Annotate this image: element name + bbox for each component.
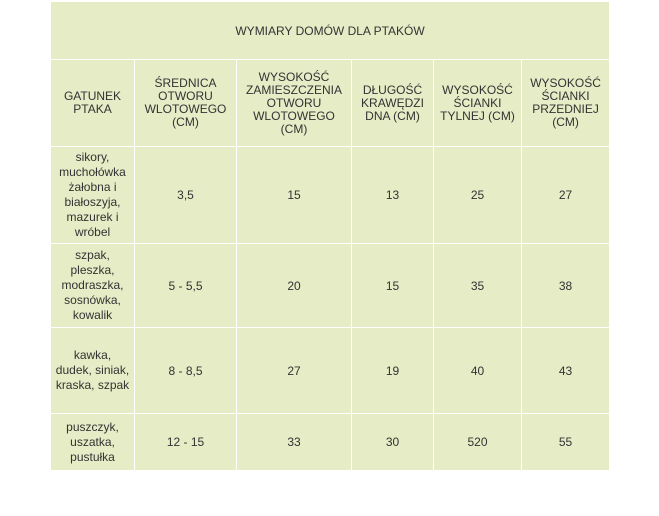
table-title: WYMIARY DOMÓW DLA PTAKÓW: [49, 1, 611, 60]
cell-entrance-diameter: 5 - 5,5: [134, 243, 237, 328]
bird-house-dimensions-table: WYMIARY DOMÓW DLA PTAKÓW GATUNEK PTAKA Ś…: [49, 1, 611, 471]
table-row: kawka, dudek, siniak, kraska, szpak 8 - …: [50, 327, 611, 414]
cell-floor-edge-length: 13: [351, 146, 434, 244]
cell-back-wall-height: 40: [433, 327, 522, 414]
cell-back-wall-height: 520: [433, 413, 522, 471]
table-title-row: WYMIARY DOMÓW DLA PTAKÓW: [49, 1, 611, 60]
cell-floor-edge-length: 15: [351, 243, 434, 328]
table-row: puszczyk, uszatka, pustułka 12 - 15 33 3…: [50, 413, 611, 471]
header-entrance-diameter: ŚREDNICA OTWORU WLOTOWEGO (CM): [134, 59, 237, 147]
cell-entrance-height: 15: [236, 146, 352, 244]
cell-front-wall-height: 55: [520, 413, 611, 471]
header-front-wall-height: WYSOKOŚĆ ŚCIANKI PRZEDNIEJ (CM): [520, 59, 611, 147]
header-back-wall-height: WYSOKOŚĆ ŚCIANKI TYLNEJ (CM): [433, 59, 522, 147]
cell-back-wall-height: 25: [433, 146, 522, 244]
table-row: szpak, pleszka, modraszka, sosnówka, kow…: [50, 243, 611, 328]
cell-entrance-height: 20: [236, 243, 352, 328]
cell-entrance-diameter: 3,5: [134, 146, 237, 244]
header-species: GATUNEK PTAKA: [50, 59, 135, 147]
cell-back-wall-height: 35: [433, 243, 522, 328]
cell-species: puszczyk, uszatka, pustułka: [50, 413, 135, 471]
cell-floor-edge-length: 30: [351, 413, 434, 471]
cell-front-wall-height: 43: [520, 327, 611, 414]
cell-entrance-height: 33: [236, 413, 352, 471]
cell-entrance-diameter: 12 - 15: [134, 413, 237, 471]
table-row: sikory, muchołówka żałobna i białoszyja,…: [50, 146, 611, 244]
cell-front-wall-height: 38: [520, 243, 611, 328]
header-floor-edge-length: DŁUGOŚĆ KRAWĘDZI DNA (CM): [351, 59, 434, 147]
cell-species: kawka, dudek, siniak, kraska, szpak: [50, 327, 135, 414]
table-header-row: GATUNEK PTAKA ŚREDNICA OTWORU WLOTOWEGO …: [50, 59, 611, 147]
cell-front-wall-height: 27: [520, 146, 611, 244]
bird-house-table-container: WYMIARY DOMÓW DLA PTAKÓW GATUNEK PTAKA Ś…: [49, 1, 611, 471]
cell-entrance-height: 27: [236, 327, 352, 414]
cell-floor-edge-length: 19: [351, 327, 434, 414]
cell-species: szpak, pleszka, modraszka, sosnówka, kow…: [50, 243, 135, 328]
cell-entrance-diameter: 8 - 8,5: [134, 327, 237, 414]
header-entrance-height: WYSOKOŚĆ ZAMIESZCZENIA OTWORU WLOTOWEGO …: [236, 59, 352, 147]
cell-species: sikory, muchołówka żałobna i białoszyja,…: [50, 146, 135, 244]
